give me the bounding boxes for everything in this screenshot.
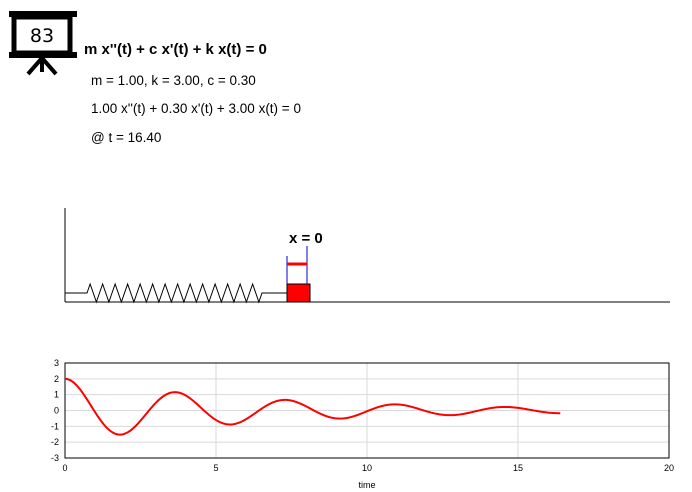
x-axis-label: time xyxy=(358,480,375,490)
time-readout: @ t = 16.40 xyxy=(91,130,162,145)
equation-general: m x''(t) + c x'(t) + k x(t) = 0 xyxy=(84,41,267,58)
equation-specific: 1.00 x''(t) + 0.30 x'(t) + 3.00 x(t) = 0 xyxy=(91,101,301,116)
plot-frame xyxy=(64,362,670,459)
y-tick-label: 1 xyxy=(54,390,59,400)
x-tick-label: 0 xyxy=(62,463,67,473)
equation-params: m = 1.00, k = 3.00, c = 0.30 xyxy=(91,73,256,88)
y-tick-label: -3 xyxy=(51,453,59,463)
logo-number: 83 xyxy=(30,25,54,47)
y-tick-label: 2 xyxy=(54,374,59,384)
spring xyxy=(65,282,287,304)
displacement-series-line xyxy=(64,377,561,436)
y-tick-label: 0 xyxy=(54,406,59,416)
spring-mass-diagram: x = 0 xyxy=(64,208,670,304)
y-tick-label: -2 xyxy=(51,437,59,447)
y-tick-label: -1 xyxy=(51,421,59,431)
x-tick-label: 15 xyxy=(513,463,523,473)
chart-grid xyxy=(64,362,670,459)
position-label: x = 0 xyxy=(289,230,323,247)
y-tick-label: 3 xyxy=(54,358,59,368)
x-tick-label: 20 xyxy=(664,463,674,473)
mass-block xyxy=(286,283,311,303)
screen-logo-icon: 83 xyxy=(8,8,78,78)
x-tick-label: 5 xyxy=(213,463,218,473)
x-tick-label: 10 xyxy=(362,463,372,473)
